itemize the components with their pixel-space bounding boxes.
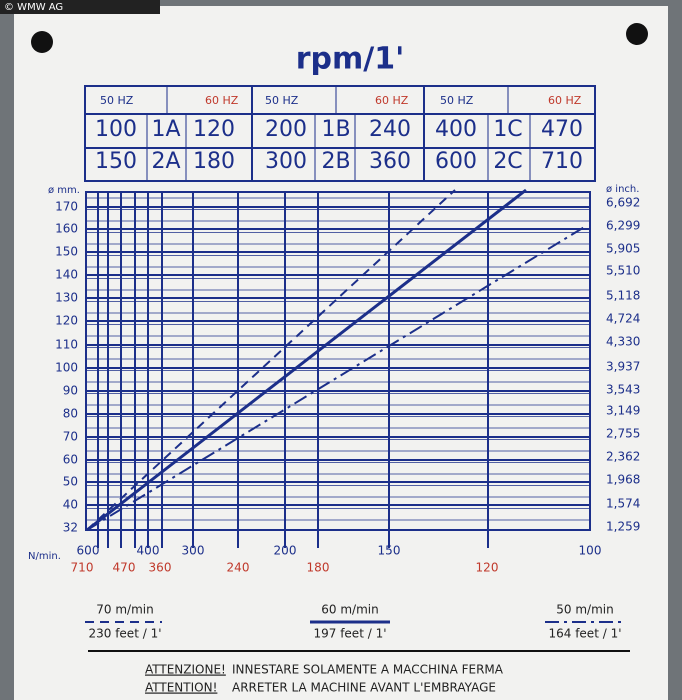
right-tick-label: 3,543 (606, 383, 640, 397)
table-cell: 2C (493, 149, 522, 174)
bottom-tick-label-60hz: 180 (307, 561, 330, 575)
right-tick-label: 4,330 (606, 335, 640, 349)
legend-speed: 50 m/min (556, 603, 613, 617)
left-tick-label: 60 (63, 453, 78, 467)
bottom-axis-title: N/min. (28, 551, 61, 562)
left-tick-label: 70 (63, 430, 78, 444)
left-tick-label: 50 (63, 475, 78, 489)
line-70 (86, 189, 456, 531)
left-tick-label: 40 (63, 498, 78, 512)
bottom-tick-label-60hz: 470 (113, 561, 136, 575)
right-tick-label: 2,362 (606, 450, 640, 464)
table-cell: 710 (541, 149, 583, 174)
right-tick-label: 3,937 (606, 360, 640, 374)
bottom-tick-label: 400 (137, 544, 160, 558)
table-cell: 100 (95, 117, 137, 142)
left-tick-label: 90 (63, 384, 78, 398)
watermark: © WMW AG (4, 2, 63, 13)
table-cell: 120 (193, 117, 235, 142)
table-cell: 2B (321, 149, 350, 174)
warning-label: ATTENZIONE! (145, 663, 226, 677)
table-cell: 240 (369, 117, 411, 142)
right-axis-title: ø inch. (606, 184, 639, 195)
plate (14, 6, 668, 700)
bottom-tick-label-60hz: 240 (227, 561, 250, 575)
left-tick-label: 130 (55, 291, 78, 305)
right-tick-label: 1,574 (606, 497, 640, 511)
warning-label: ATTENTION! (145, 681, 217, 695)
warning-text: ARRETER LA MACHINE AVANT L'EMBRAYAGE (232, 681, 496, 695)
line-60 (86, 188, 527, 532)
right-tick-label: 2,755 (606, 427, 640, 441)
bottom-tick-label: 300 (182, 544, 205, 558)
freq-label: 60 HZ (205, 94, 239, 107)
table-cell: 300 (265, 149, 307, 174)
legend-strokes (85, 620, 630, 652)
hole (31, 31, 53, 53)
legend-feet: 197 feet / 1' (313, 627, 386, 641)
table-cell: 2A (151, 149, 180, 174)
left-tick-label: 140 (55, 268, 78, 282)
right-tick-label: 5,118 (606, 289, 640, 303)
freq-label: 50 HZ (440, 94, 474, 107)
table-cell: 180 (193, 149, 235, 174)
left-tick-label: 170 (55, 200, 78, 214)
bottom-tick-label-60hz: 120 (476, 561, 499, 575)
title: rpm/1' (296, 42, 405, 77)
left-tick-label: 120 (55, 314, 78, 328)
table-cell: 200 (265, 117, 307, 142)
grid (85, 191, 591, 548)
legend-feet: 230 feet / 1' (88, 627, 161, 641)
speed-table-frame (84, 85, 596, 182)
right-tick-label: 6,299 (606, 219, 640, 233)
table-cell: 600 (435, 149, 477, 174)
right-tick-label: 3,149 (606, 404, 640, 418)
freq-label: 60 HZ (548, 94, 582, 107)
right-tick-label: 5,905 (606, 242, 640, 256)
right-tick-label: 1,968 (606, 473, 640, 487)
left-tick-label: 110 (55, 338, 78, 352)
table-cell: 400 (435, 117, 477, 142)
legend-speed: 70 m/min (96, 603, 153, 617)
table-cell: 470 (541, 117, 583, 142)
table-cell: 1C (493, 117, 522, 142)
table-cell: 1A (151, 117, 180, 142)
freq-label: 50 HZ (100, 94, 134, 107)
table-cell: 1B (321, 117, 350, 142)
right-tick-label: 1,259 (606, 520, 640, 534)
right-tick-label: 6,692 (606, 196, 640, 210)
warning-text: INNESTARE SOLAMENTE A MACCHINA FERMA (232, 663, 504, 677)
table-cell: 150 (95, 149, 137, 174)
legend-speed: 60 m/min (321, 603, 378, 617)
hole (626, 23, 648, 45)
left-tick-label: 160 (55, 222, 78, 236)
bottom-tick-label: 600 (77, 544, 100, 558)
bottom-tick-label: 150 (378, 544, 401, 558)
freq-label: 50 HZ (265, 94, 299, 107)
legend-feet: 164 feet / 1' (548, 627, 621, 641)
right-tick-label: 4,724 (606, 312, 640, 326)
freq-label: 60 HZ (375, 94, 409, 107)
watermark-bar (0, 0, 160, 14)
left-tick-label: 100 (55, 361, 78, 375)
bottom-tick-label-60hz: 360 (149, 561, 172, 575)
bottom-tick-label-60hz: 710 (71, 561, 94, 575)
left-tick-label: 150 (55, 245, 78, 259)
bottom-tick-label: 200 (274, 544, 297, 558)
left-tick-label: 80 (63, 407, 78, 421)
left-tick-label: 32 (63, 521, 78, 535)
table-cell: 360 (369, 149, 411, 174)
left-axis-title: ø mm. (48, 185, 80, 196)
right-tick-label: 5,510 (606, 264, 640, 278)
line-50 (86, 225, 587, 531)
speed-lines (86, 188, 587, 532)
bottom-tick-label: 100 (579, 544, 602, 558)
